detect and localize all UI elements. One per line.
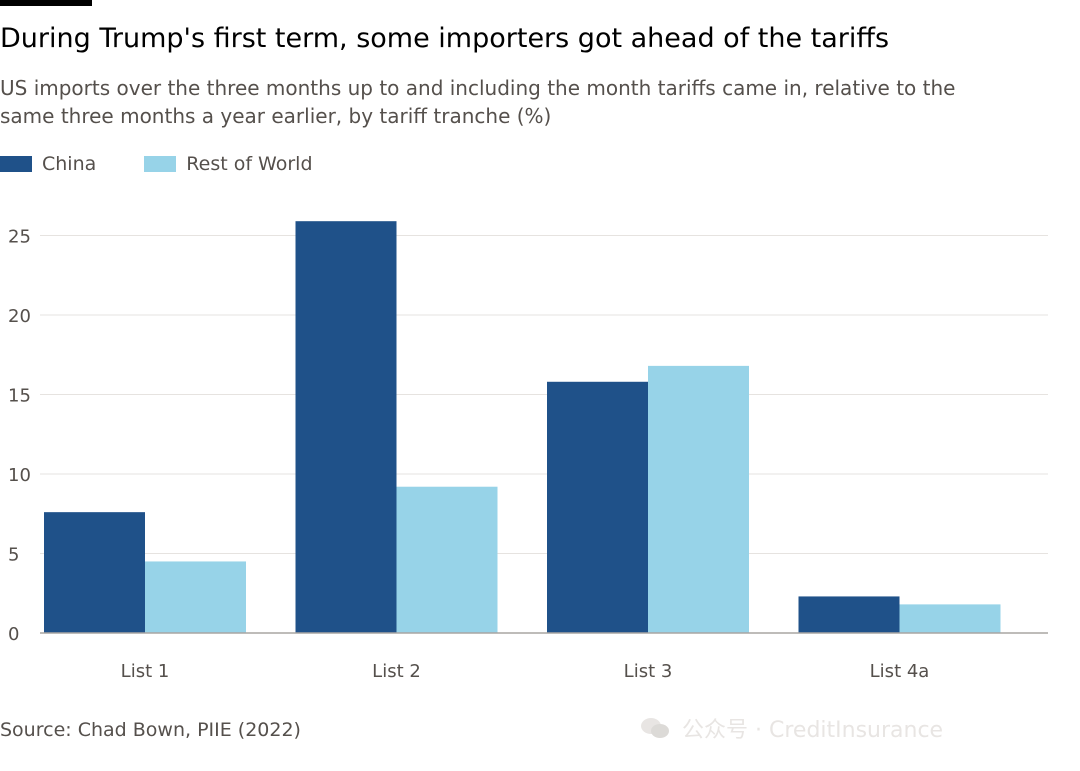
source-note: Source: Chad Bown, PIIE (2022)	[0, 719, 301, 741]
bar-china	[295, 221, 397, 633]
y-tick-label: 5	[8, 545, 19, 566]
legend-item-china: China	[0, 153, 96, 175]
watermark-text: 公众号 · CreditInsurance	[682, 718, 944, 743]
x-tick-label: List 3	[624, 661, 673, 682]
legend-swatch-china	[0, 156, 32, 172]
x-tick-label: List 2	[372, 661, 421, 682]
wechat-logo-icon	[641, 718, 669, 738]
bar-china	[798, 596, 900, 633]
x-tick-label: List 4a	[870, 661, 930, 682]
bar-chart: 0 5 10 15 20 25 List 1 List 2 List 3 List 4a	[8, 221, 1048, 682]
bar-rest-of-world	[396, 486, 498, 633]
legend-item-rest-of-world: Rest of World	[144, 153, 313, 175]
y-tick-label: 15	[8, 386, 31, 407]
legend-label-rest-of-world: Rest of World	[186, 153, 313, 175]
y-tick-label: 25	[8, 227, 31, 248]
legend-label-china: China	[42, 153, 97, 175]
legend-swatch-rest-of-world	[144, 156, 177, 172]
y-tick-label: 0	[8, 624, 19, 645]
legend: China Rest of World	[0, 150, 361, 178]
bar-rest-of-world	[648, 365, 749, 633]
bar-china	[547, 381, 648, 633]
x-tick-label: List 1	[121, 661, 170, 682]
y-tick-label: 20	[8, 306, 31, 327]
bar-rest-of-world	[899, 604, 1001, 633]
bar-rest-of-world	[145, 561, 246, 633]
chart-subtitle: US imports over the three months up to a…	[0, 76, 956, 128]
bar-china	[44, 512, 145, 633]
watermark: 公众号 · CreditInsurance	[640, 712, 943, 744]
top-rule	[0, 0, 92, 6]
y-tick-label: 10	[8, 465, 31, 486]
chart-title: During Trump's first term, some importer…	[0, 23, 890, 54]
